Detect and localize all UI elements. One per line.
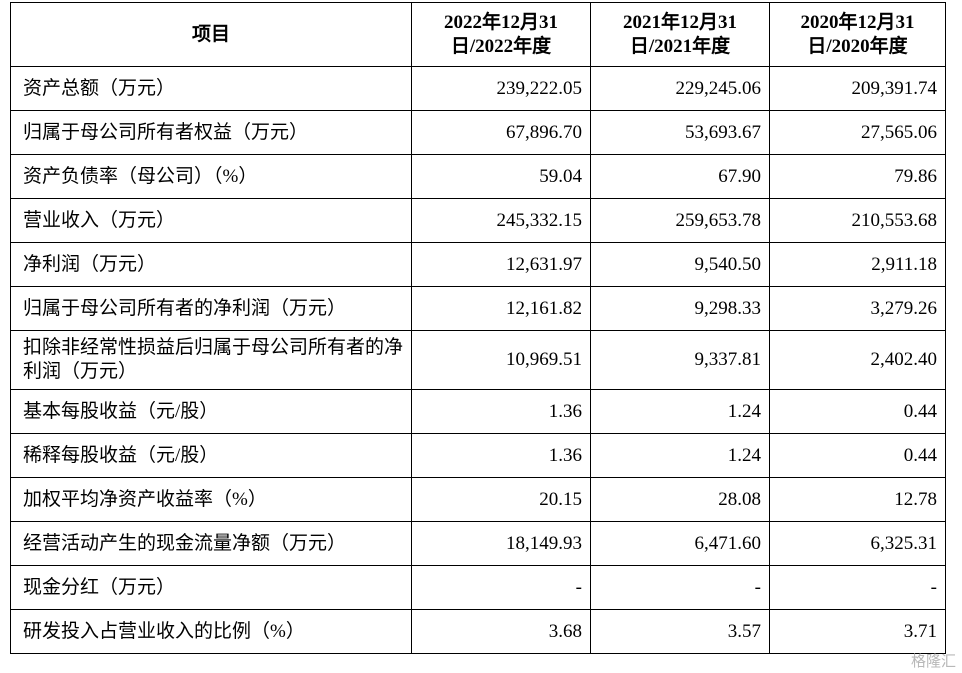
value-cell: 67.90 — [590, 154, 770, 199]
value-cell: 59.04 — [411, 154, 591, 199]
value-cell: 3.68 — [411, 609, 591, 654]
table-row: 资产总额（万元） 239,222.05 229,245.06 209,391.74 — [10, 66, 946, 111]
table-row: 资产负债率（母公司）（%） 59.04 67.90 79.86 — [10, 154, 946, 199]
row-label: 归属于母公司所有者权益（万元） — [10, 110, 412, 155]
row-label: 资产总额（万元） — [10, 66, 412, 111]
value-cell: 229,245.06 — [590, 66, 770, 111]
row-label: 净利润（万元） — [10, 242, 412, 287]
value-cell: 0.44 — [769, 389, 946, 434]
value-cell: 67,896.70 — [411, 110, 591, 155]
value-cell: 27,565.06 — [769, 110, 946, 155]
value-cell: 20.15 — [411, 477, 591, 522]
value-cell: - — [590, 565, 770, 610]
value-cell: 1.24 — [590, 389, 770, 434]
value-cell: 12.78 — [769, 477, 946, 522]
value-cell: 3.57 — [590, 609, 770, 654]
value-cell: 1.24 — [590, 433, 770, 478]
value-cell: 245,332.15 — [411, 198, 591, 243]
table-row: 扣除非经常性损益后归属于母公司所有者的净利润（万元） 10,969.51 9,337… — [10, 330, 946, 390]
value-cell: 210,553.68 — [769, 198, 946, 243]
value-cell: 259,653.78 — [590, 198, 770, 243]
value-cell: 239,222.05 — [411, 66, 591, 111]
table-row: 归属于母公司所有者权益（万元） 67,896.70 53,693.67 27,565.… — [10, 110, 946, 155]
value-cell: 28.08 — [590, 477, 770, 522]
value-cell: 12,161.82 — [411, 286, 591, 331]
row-label: 加权平均净资产收益率（%） — [10, 477, 412, 522]
value-cell: 9,337.81 — [590, 330, 770, 390]
table-row: 经营活动产生的现金流量净额（万元） 18,149.93 6,471.60 6,325.… — [10, 521, 946, 566]
column-header: 项目 — [10, 2, 412, 67]
value-cell: 2,402.40 — [769, 330, 946, 390]
row-label: 稀释每股收益（元/股） — [10, 433, 412, 478]
value-cell: 18,149.93 — [411, 521, 591, 566]
value-cell: 6,325.31 — [769, 521, 946, 566]
row-label: 现金分红（万元） — [10, 565, 412, 610]
value-cell: 53,693.67 — [590, 110, 770, 155]
table-row: 加权平均净资产收益率（%） 20.15 28.08 12.78 — [10, 477, 946, 522]
table-row: 基本每股收益（元/股） 1.36 1.24 0.44 — [10, 389, 946, 434]
row-label: 基本每股收益（元/股） — [10, 389, 412, 434]
value-cell: - — [769, 565, 946, 610]
header-row: 项目 2022年12月31日/2022年度 2021年12月31日/2021年度 20… — [10, 2, 946, 67]
column-header: 2020年12月31日/2020年度 — [769, 2, 946, 67]
value-cell: 3,279.26 — [769, 286, 946, 331]
row-label: 扣除非经常性损益后归属于母公司所有者的净利润（万元） — [10, 330, 412, 390]
value-cell: - — [411, 565, 591, 610]
row-label: 营业收入（万元） — [10, 198, 412, 243]
table-row: 现金分红（万元） - - - — [10, 565, 946, 610]
column-header: 2021年12月31日/2021年度 — [590, 2, 770, 67]
table-row: 归属于母公司所有者的净利润（万元） 12,161.82 9,298.33 3,279.… — [10, 286, 946, 331]
value-cell: 12,631.97 — [411, 242, 591, 287]
value-cell: 79.86 — [769, 154, 946, 199]
row-label: 研发投入占营业收入的比例（%） — [10, 609, 412, 654]
table-row: 净利润（万元） 12,631.97 9,540.50 2,911.18 — [10, 242, 946, 287]
watermark: 格隆汇 — [910, 652, 956, 670]
table-row: 稀释每股收益（元/股） 1.36 1.24 0.44 — [10, 433, 946, 478]
value-cell: 209,391.74 — [769, 66, 946, 111]
row-label: 资产负债率（母公司）（%） — [10, 154, 412, 199]
value-cell: 1.36 — [411, 433, 591, 478]
value-cell: 10,969.51 — [411, 330, 591, 390]
value-cell: 3.71 — [769, 609, 946, 654]
data-table: 项目 2022年12月31日/2022年度 2021年12月31日/2021年度 20… — [10, 2, 946, 654]
row-label: 经营活动产生的现金流量净额（万元） — [10, 521, 412, 566]
value-cell: 0.44 — [769, 433, 946, 478]
value-cell: 9,540.50 — [590, 242, 770, 287]
row-label: 归属于母公司所有者的净利润（万元） — [10, 286, 412, 331]
value-cell: 9,298.33 — [590, 286, 770, 331]
column-header: 2022年12月31日/2022年度 — [411, 2, 591, 67]
table-row: 研发投入占营业收入的比例（%） 3.68 3.57 3.71 — [10, 609, 946, 654]
value-cell: 6,471.60 — [590, 521, 770, 566]
value-cell: 1.36 — [411, 389, 591, 434]
table-row: 营业收入（万元） 245,332.15 259,653.78 210,553.68 — [10, 198, 946, 243]
value-cell: 2,911.18 — [769, 242, 946, 287]
